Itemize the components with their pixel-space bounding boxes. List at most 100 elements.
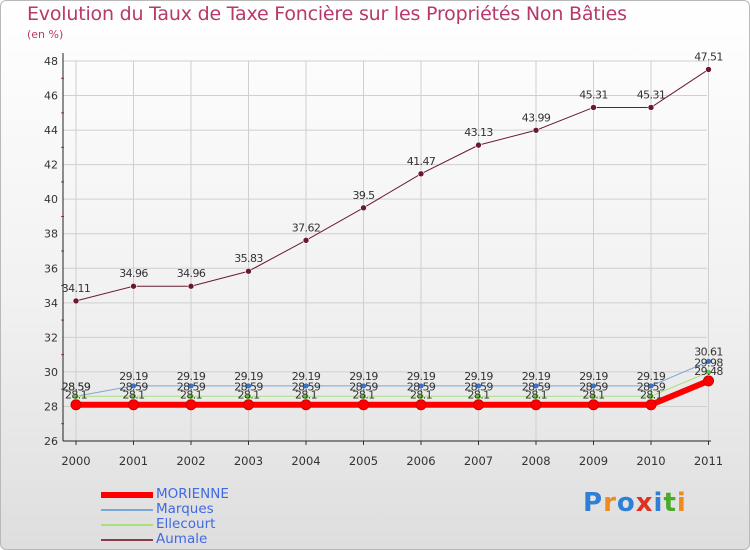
x-tick-label: 2010 bbox=[636, 454, 665, 468]
data-label-marques: 29.19 bbox=[234, 370, 263, 383]
data-label-morienne: 29.48 bbox=[694, 365, 723, 378]
data-point-morienne bbox=[530, 399, 542, 411]
logo-letter: i bbox=[676, 488, 687, 518]
data-point-morienne bbox=[300, 399, 312, 411]
legend-label: Aumale bbox=[156, 531, 208, 547]
data-label-ellecourt: 28.59 bbox=[119, 380, 148, 393]
legend-label: MORIENNE bbox=[156, 486, 229, 502]
data-point-aumale bbox=[360, 204, 367, 212]
y-tick-label: 42 bbox=[44, 159, 58, 172]
data-label-marques: 29.19 bbox=[637, 370, 666, 383]
data-point-aumale bbox=[187, 282, 195, 290]
data-label-aumale: 43.13 bbox=[464, 126, 493, 139]
y-tick-label: 44 bbox=[44, 124, 58, 137]
series-line-ellecourt bbox=[75, 371, 709, 397]
data-label-morienne: 28.1 bbox=[180, 389, 202, 402]
logo-letter: P bbox=[583, 488, 604, 518]
data-point-marques bbox=[130, 382, 137, 390]
data-label-aumale: 39.5 bbox=[352, 189, 375, 202]
data-label-aumale: 47.51 bbox=[694, 50, 723, 63]
proxiti-logo: Proxiti bbox=[583, 488, 687, 518]
data-point-aumale bbox=[417, 170, 425, 178]
data-label-marques: 29.19 bbox=[292, 370, 321, 383]
data-point-marques bbox=[187, 382, 195, 390]
data-label-marques: 29.19 bbox=[177, 370, 206, 383]
data-point-aumale bbox=[302, 236, 310, 244]
data-label-marques: 28.59 bbox=[62, 380, 91, 393]
x-tick-label: 2004 bbox=[291, 454, 320, 468]
data-label-morienne: 28.1 bbox=[122, 389, 144, 402]
data-label-morienne: 28.1 bbox=[295, 389, 317, 402]
series-line-marques bbox=[75, 360, 709, 397]
legend-swatch bbox=[101, 539, 153, 541]
data-point-morienne bbox=[70, 399, 82, 411]
data-label-ellecourt: 28.59 bbox=[407, 380, 436, 393]
x-tick-label: 2006 bbox=[406, 454, 435, 468]
data-point-marques bbox=[590, 382, 597, 390]
y-tick-label: 28 bbox=[44, 400, 58, 413]
data-label-ellecourt: 28.59 bbox=[177, 380, 206, 393]
legend-label: Ellecourt bbox=[156, 516, 216, 532]
data-label-ellecourt: 28.59 bbox=[292, 380, 321, 393]
y-tick-label: 26 bbox=[44, 435, 58, 448]
legend-swatch bbox=[101, 509, 153, 511]
data-point-marques bbox=[532, 382, 540, 390]
data-point-aumale bbox=[532, 126, 540, 134]
legend-label: Marques bbox=[156, 501, 214, 517]
y-tick-label: 46 bbox=[44, 90, 58, 103]
data-point-ellecourt bbox=[705, 368, 712, 376]
data-label-marques: 29.19 bbox=[464, 370, 493, 383]
x-tick-label: 2001 bbox=[119, 454, 148, 468]
data-point-morienne bbox=[128, 399, 139, 411]
data-label-morienne: 28.1 bbox=[65, 389, 87, 402]
x-tick-label: 2007 bbox=[464, 454, 493, 468]
y-tick-label: 40 bbox=[44, 193, 58, 206]
data-label-ellecourt: 28.59 bbox=[522, 380, 551, 393]
logo-letter: o bbox=[616, 488, 636, 518]
chart-unit-label: (en %) bbox=[27, 28, 64, 41]
data-label-morienne: 28.1 bbox=[467, 389, 489, 402]
data-point-marques bbox=[647, 382, 655, 390]
data-point-aumale bbox=[590, 104, 597, 111]
data-label-marques: 29.19 bbox=[522, 370, 551, 383]
x-tick-label: 2009 bbox=[579, 454, 608, 468]
data-label-ellecourt: 28.59 bbox=[349, 380, 378, 393]
series-line-morienne bbox=[73, 377, 712, 408]
logo-letter: r bbox=[603, 488, 617, 518]
data-label-marques: 29.19 bbox=[349, 370, 378, 383]
data-point-aumale bbox=[705, 66, 712, 73]
logo-letter: t bbox=[663, 488, 677, 518]
data-point-aumale bbox=[475, 141, 482, 149]
data-label-marques: 30.61 bbox=[694, 345, 723, 358]
data-point-morienne bbox=[588, 399, 599, 411]
y-tick-label: 36 bbox=[44, 262, 58, 275]
data-label-ellecourt: 29.98 bbox=[694, 356, 723, 369]
data-point-aumale bbox=[130, 282, 137, 290]
data-label-aumale: 34.96 bbox=[119, 267, 148, 280]
logo-letter: i bbox=[653, 488, 664, 518]
data-point-marques bbox=[475, 382, 482, 390]
y-tick-label: 48 bbox=[44, 55, 58, 68]
data-point-marques bbox=[705, 358, 712, 365]
x-tick-label: 2005 bbox=[349, 454, 378, 468]
data-label-morienne: 28.1 bbox=[352, 389, 374, 402]
logo-letter: x bbox=[635, 488, 654, 518]
x-tick-label: 2000 bbox=[61, 454, 90, 468]
legend-swatch bbox=[101, 492, 153, 498]
data-point-morienne bbox=[645, 399, 657, 411]
data-label-marques: 29.19 bbox=[407, 370, 436, 383]
x-tick-label: 2008 bbox=[521, 454, 550, 468]
x-tick-label: 2011 bbox=[694, 454, 723, 468]
y-tick-label: 34 bbox=[44, 297, 58, 310]
data-point-morienne bbox=[243, 399, 254, 411]
data-label-aumale: 43.99 bbox=[522, 111, 551, 124]
data-point-aumale bbox=[72, 297, 80, 305]
data-label-aumale: 41.47 bbox=[407, 155, 436, 168]
data-point-morienne bbox=[473, 399, 484, 411]
series-line-aumale bbox=[75, 68, 709, 302]
data-label-morienne: 28.1 bbox=[410, 389, 432, 402]
data-label-aumale: 34.11 bbox=[62, 282, 91, 295]
data-point-aumale bbox=[245, 267, 252, 275]
data-label-aumale: 45.31 bbox=[579, 88, 608, 101]
